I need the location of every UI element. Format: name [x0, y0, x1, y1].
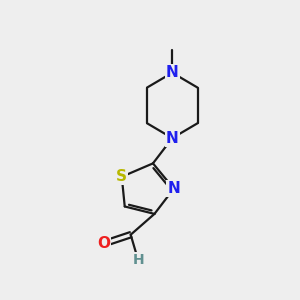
Text: N: N: [167, 181, 180, 196]
Text: N: N: [166, 130, 179, 146]
Text: O: O: [98, 236, 110, 251]
Text: S: S: [116, 169, 127, 184]
Text: N: N: [166, 65, 179, 80]
Text: H: H: [132, 253, 144, 267]
